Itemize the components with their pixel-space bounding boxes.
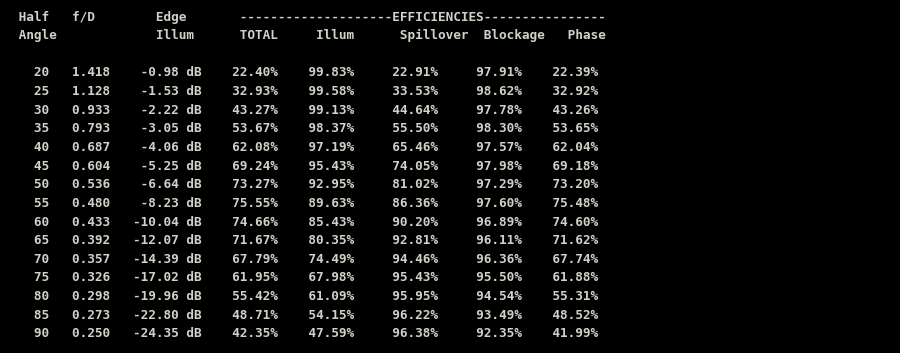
Text: 65   0.392   -12.07 dB    71.67%    80.35%     92.81%     96.11%    71.62%: 65 0.392 -12.07 dB 71.67% 80.35% 92.81% …: [11, 234, 598, 247]
Text: 50   0.536    -6.64 dB    73.27%    92.95%     81.02%     97.29%    73.20%: 50 0.536 -6.64 dB 73.27% 92.95% 81.02% 9…: [11, 178, 598, 191]
Text: 20   1.418    -0.98 dB    22.40%    99.83%     22.91%     97.91%    22.39%: 20 1.418 -0.98 dB 22.40% 99.83% 22.91% 9…: [11, 66, 598, 79]
Text: Angle             Illum      TOTAL     Illum      Spillover  Blockage   Phase: Angle Illum TOTAL Illum Spillover Blocka…: [11, 29, 606, 42]
Text: 45   0.604    -5.25 dB    69.24%    95.43%     74.05%     97.98%    69.18%: 45 0.604 -5.25 dB 69.24% 95.43% 74.05% 9…: [11, 160, 598, 173]
Text: 60   0.433   -10.04 dB    74.66%    85.43%     90.20%     96.89%    74.60%: 60 0.433 -10.04 dB 74.66% 85.43% 90.20% …: [11, 216, 598, 228]
Text: 85   0.273   -22.80 dB    48.71%    54.15%     96.22%     93.49%    48.52%: 85 0.273 -22.80 dB 48.71% 54.15% 96.22% …: [11, 309, 598, 322]
Text: 90   0.250   -24.35 dB    42.35%    47.59%     96.38%     92.35%    41.99%: 90 0.250 -24.35 dB 42.35% 47.59% 96.38% …: [11, 327, 598, 340]
Text: 80   0.298   -19.96 dB    55.42%    61.09%     95.95%     94.54%    55.31%: 80 0.298 -19.96 dB 55.42% 61.09% 95.95% …: [11, 290, 598, 303]
Text: 35   0.793    -3.05 dB    53.67%    98.37%     55.50%     98.30%    53.65%: 35 0.793 -3.05 dB 53.67% 98.37% 55.50% 9…: [11, 122, 598, 135]
Text: Half   f/D        Edge       --------------------EFFICIENCIES----------------: Half f/D Edge --------------------EFFICI…: [11, 11, 606, 24]
Text: 55   0.480    -8.23 dB    75.55%    89.63%     86.36%     97.60%    75.48%: 55 0.480 -8.23 dB 75.55% 89.63% 86.36% 9…: [11, 197, 598, 210]
Text: 40   0.687    -4.06 dB    62.08%    97.19%     65.46%     97.57%    62.04%: 40 0.687 -4.06 dB 62.08% 97.19% 65.46% 9…: [11, 141, 598, 154]
Text: 30   0.933    -2.22 dB    43.27%    99.13%     44.64%     97.78%    43.26%: 30 0.933 -2.22 dB 43.27% 99.13% 44.64% 9…: [11, 104, 598, 117]
Text: 70   0.357   -14.39 dB    67.79%    74.49%     94.46%     96.36%    67.74%: 70 0.357 -14.39 dB 67.79% 74.49% 94.46% …: [11, 253, 598, 266]
Text: 75   0.326   -17.02 dB    61.95%    67.98%     95.43%     95.50%    61.88%: 75 0.326 -17.02 dB 61.95% 67.98% 95.43% …: [11, 271, 598, 285]
Text: 25   1.128    -1.53 dB    32.93%    99.58%     33.53%     98.62%    32.92%: 25 1.128 -1.53 dB 32.93% 99.58% 33.53% 9…: [11, 85, 598, 98]
